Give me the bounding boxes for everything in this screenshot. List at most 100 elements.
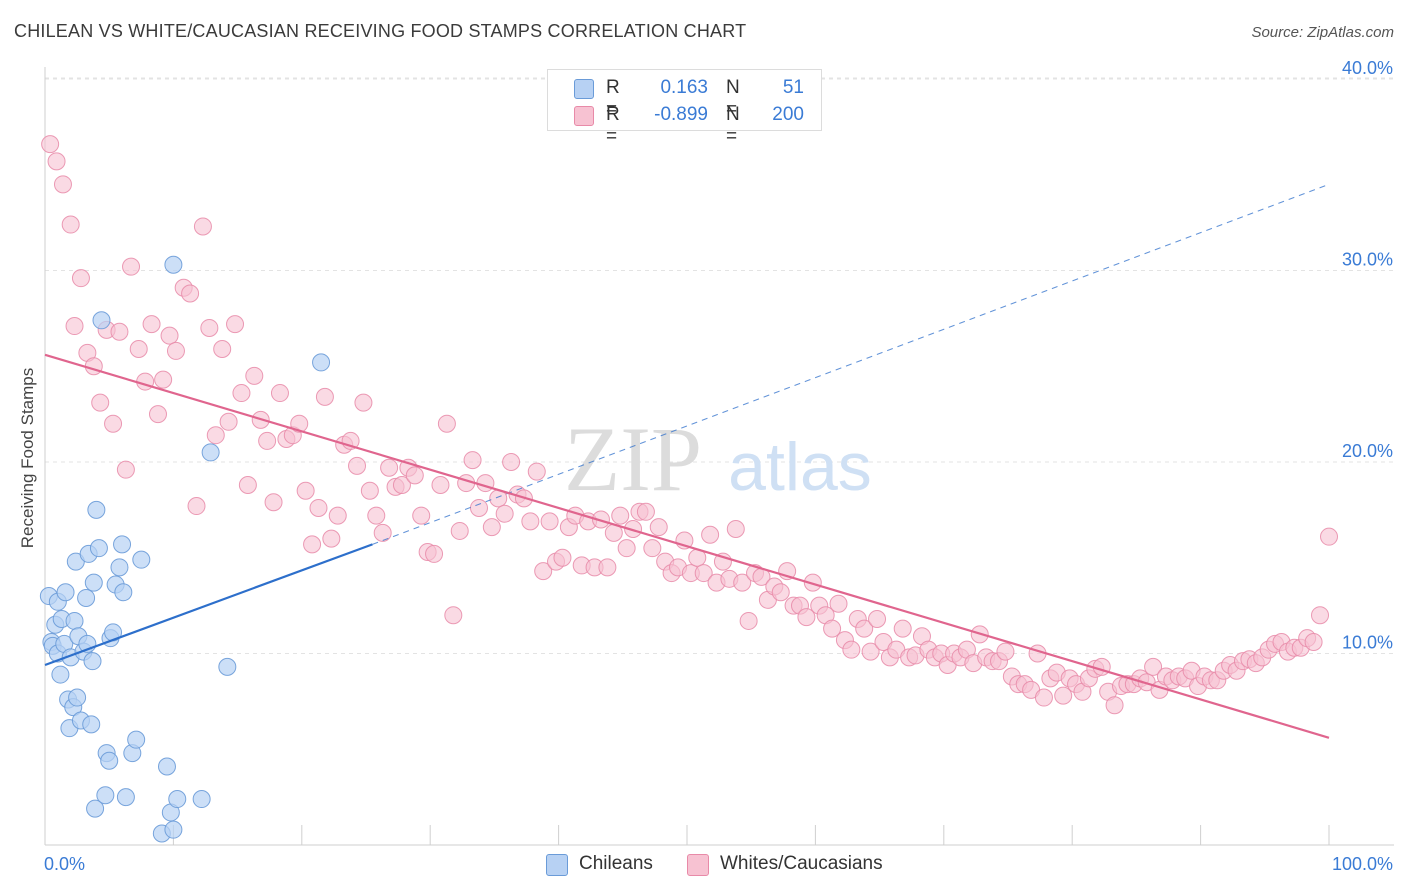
legend-swatch-chileans: [574, 79, 594, 99]
legend-n-value-chileans: 51: [782, 77, 804, 98]
chileans-point: [82, 715, 101, 734]
whites-point: [996, 642, 1015, 661]
whites-point: [245, 366, 264, 385]
legend-r-value-whites: -0.899: [654, 104, 708, 125]
whites-point: [803, 573, 822, 592]
y-tick-label: 10.0%: [1342, 633, 1393, 653]
whites-point: [61, 215, 80, 234]
whites-point: [771, 583, 790, 602]
whites-point: [193, 217, 212, 236]
whites-point: [160, 326, 179, 345]
whites-point: [213, 340, 232, 359]
legend-r-label: R =: [606, 104, 620, 147]
whites-point: [649, 518, 668, 537]
legend-r-label: R =: [606, 77, 620, 120]
whites-point: [1304, 633, 1323, 652]
whites-point: [701, 525, 720, 544]
whites-point: [842, 640, 861, 659]
chileans-point: [89, 539, 108, 558]
whites-point: [694, 564, 713, 583]
chileans-point: [192, 790, 211, 809]
whites-point: [733, 573, 752, 592]
trend-lines: [44, 183, 1330, 739]
whites-point: [739, 611, 758, 630]
chileans-points: [39, 255, 331, 843]
whites-point: [463, 451, 482, 470]
chileans-point: [164, 255, 183, 274]
chileans-point: [312, 353, 331, 372]
whites-point: [270, 384, 289, 403]
whites-point: [855, 619, 874, 638]
whites-point: [591, 510, 610, 529]
whites-point: [893, 619, 912, 638]
legend-swatch-whites: [574, 106, 594, 126]
chileans-point: [56, 583, 75, 602]
whites-point: [431, 475, 450, 494]
whites-point: [469, 498, 488, 517]
chileans-point: [84, 573, 103, 592]
whites-point: [617, 539, 636, 558]
bottom-legend-swatch-chileans: [546, 854, 568, 876]
whites-point: [166, 341, 185, 360]
whites-trend-line: [44, 353, 1330, 739]
y-tick-label: 30.0%: [1342, 250, 1393, 270]
whites-point: [521, 512, 540, 531]
whites-point: [1144, 657, 1163, 676]
whites-point: [534, 562, 553, 581]
whites-point: [444, 606, 463, 625]
source-label: Source: ZipAtlas.com: [1251, 24, 1394, 41]
whites-point: [1105, 696, 1124, 715]
whites-point: [116, 460, 135, 479]
chileans-point: [114, 583, 133, 602]
whites-point: [367, 506, 386, 525]
whites-point: [502, 453, 521, 471]
whites-point: [450, 521, 469, 540]
whites-point: [373, 523, 392, 542]
whites-point: [296, 481, 315, 500]
y-tick-labels: 10.0% 20.0% 30.0% 40.0%: [1342, 58, 1393, 653]
chileans-trend-extension: [372, 183, 1330, 545]
chileans-point: [68, 688, 87, 707]
whites-point: [328, 506, 347, 525]
whites-point: [154, 370, 173, 389]
whites-point: [148, 405, 167, 424]
whites-point: [726, 520, 745, 539]
chileans-point: [83, 652, 102, 671]
whites-point: [1054, 686, 1073, 705]
whites-point: [598, 558, 617, 577]
whites-point: [238, 475, 257, 494]
whites-points: [41, 135, 1338, 715]
whites-point: [104, 414, 123, 433]
whites-point: [309, 498, 328, 517]
whites-point: [122, 257, 141, 276]
whites-point: [226, 315, 245, 334]
bottom-legend-swatch-whites: [687, 854, 709, 876]
whites-point: [868, 610, 887, 629]
watermark-atlas: atlas: [728, 429, 872, 505]
whites-point: [258, 431, 277, 450]
chileans-point: [164, 820, 183, 839]
whites-point: [425, 544, 444, 563]
chileans-point: [116, 788, 135, 807]
whites-point: [380, 458, 399, 477]
x-tick-label: 100.0%: [1332, 854, 1393, 874]
whites-point: [482, 518, 501, 537]
whites-point: [264, 493, 283, 512]
axes: [44, 67, 1394, 846]
whites-point: [65, 317, 84, 336]
chileans-point: [77, 588, 96, 607]
whites-point: [861, 642, 880, 661]
bottom-legend-label-chileans: Chileans: [579, 853, 653, 874]
whites-point: [392, 475, 411, 494]
whites-point: [829, 594, 848, 613]
whites-point: [200, 318, 219, 337]
chileans-point: [65, 611, 84, 630]
whites-point: [643, 539, 662, 558]
x-tick-labels: 0.0% 100.0%: [44, 854, 1393, 874]
whites-point: [348, 456, 367, 475]
chileans-point: [218, 657, 237, 676]
chileans-point: [110, 558, 129, 577]
whites-point: [303, 535, 322, 554]
chileans-point: [113, 535, 132, 554]
